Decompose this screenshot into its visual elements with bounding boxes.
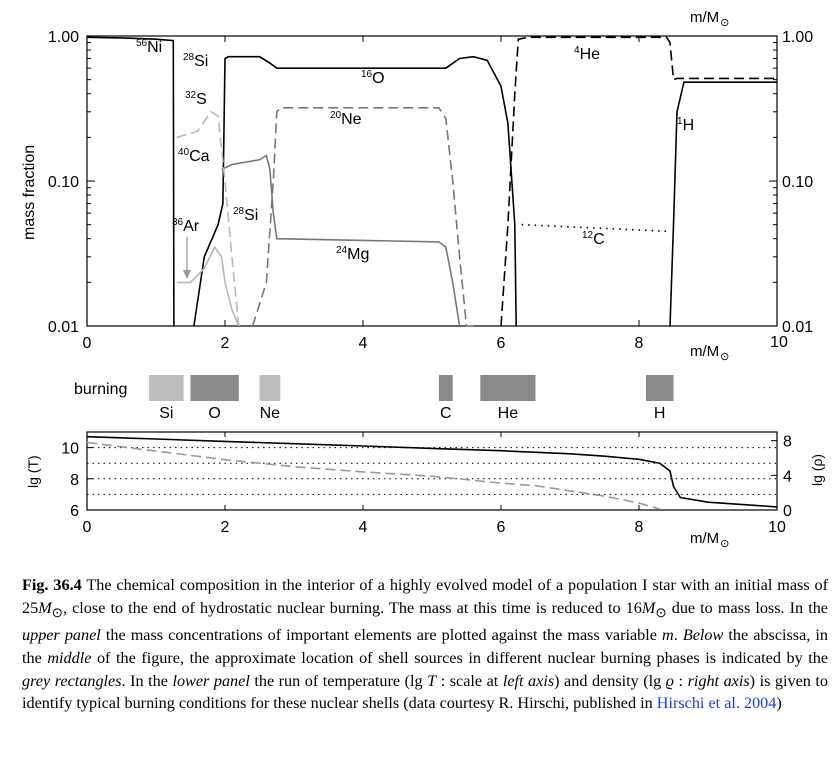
- x-tick-label: 4: [359, 335, 368, 352]
- burning-bar-c: [438, 375, 453, 401]
- lower-panel-series: [86, 435, 778, 510]
- x-tick-label: 2: [221, 519, 230, 536]
- burning-bar-label: C: [440, 405, 452, 422]
- upper-panel-ticks: 0 2 4 6 8 100.010.101.000.010.101.00: [48, 29, 813, 352]
- burning-bar-label: O: [208, 405, 220, 422]
- series-1h: [669, 81, 777, 327]
- y-tick-label-left: 0.10: [48, 174, 79, 191]
- element-label-24mg: 24Mg: [336, 245, 369, 263]
- series-lg-t: [86, 435, 778, 508]
- x-tick-label: 6: [497, 519, 506, 536]
- burning-bar-he: [480, 375, 536, 401]
- x-tick-label: 0: [83, 519, 92, 536]
- citation-link[interactable]: Hirschi et al. 2004: [656, 694, 777, 713]
- element-label-32s: 32S: [185, 90, 207, 108]
- burning-bar-label: Si: [159, 405, 173, 422]
- y-tick-label-right: 0.10: [782, 174, 813, 191]
- series-16o: [193, 55, 517, 327]
- series-24mg: [221, 154, 461, 327]
- series-32s: [176, 110, 240, 327]
- x-tick-label: 6: [497, 335, 506, 352]
- series-4he: [500, 36, 777, 327]
- element-label-4he: 4He: [574, 45, 600, 63]
- y-tick-label-left: 10: [61, 441, 79, 458]
- figure: 0 2 4 6 8 100.010.101.000.010.101.00 56Ni28Si…: [21, 9, 825, 550]
- element-label-16o: 16O: [361, 69, 385, 87]
- y-tick-label-left: 6: [70, 503, 79, 520]
- burning-bars: Si O Ne C He H: [149, 375, 674, 422]
- series-lg-rho: [86, 441, 660, 510]
- upper-panel-series: [86, 36, 777, 327]
- y-tick-label-left: 8: [70, 472, 79, 489]
- burning-bar-h: [645, 375, 674, 401]
- caption-fig-label: Fig. 36.4: [22, 576, 82, 594]
- x-tick-label: 10: [770, 334, 788, 351]
- element-label-20ne: 20Ne: [330, 110, 362, 128]
- y-tick-label-right: 1.00: [782, 29, 813, 46]
- element-label-40ca: 40Ca: [178, 147, 210, 165]
- element-label-1h: 1H: [677, 116, 694, 134]
- element-label-56ni: 56Ni: [136, 38, 162, 56]
- burning-label: burning: [74, 381, 127, 398]
- lower-left-axis-label: lg (T): [25, 455, 41, 488]
- lower-right-axis-label: lg (ρ): [809, 454, 825, 486]
- element-label-36ar: 36Ar: [172, 217, 200, 235]
- y-tick-label-right: 0.01: [782, 319, 813, 336]
- burning-bar-label: H: [654, 405, 666, 422]
- sun-symbol: ⊙: [720, 17, 729, 29]
- lower-panel-frame: [86, 431, 778, 511]
- burning-bar-ne: [259, 375, 281, 401]
- upper-x-axis-unit: m/M⊙: [690, 343, 729, 363]
- series-56ni: [86, 36, 175, 327]
- element-label-28si: 28Si: [233, 206, 258, 224]
- x-tick-label: 8: [635, 519, 644, 536]
- series-12c: [521, 223, 667, 233]
- x-tick-label: 8: [635, 335, 644, 352]
- x-tick-label: 10: [768, 519, 786, 536]
- series-20ne: [251, 107, 474, 327]
- series-28si: [176, 245, 240, 327]
- burning-bar-si: [149, 375, 184, 401]
- y-tick-label-left: 1.00: [48, 29, 79, 46]
- y-tick-label-right: 8: [783, 434, 792, 451]
- upper-panel-element-labels: 56Ni 28Si 32S 40Ca 36Ar 28Si 16O 20Ne 24Mg 4He 12C…: [136, 38, 694, 279]
- element-label-12c: 12C: [582, 230, 605, 248]
- x-tick-label: 4: [359, 519, 368, 536]
- top-axis-unit: m/M⊙: [690, 9, 729, 29]
- y-tick-label-right: 4: [783, 468, 792, 485]
- x-tick-label: 2: [221, 335, 230, 352]
- x-tick-label: 0: [83, 335, 92, 352]
- element-label-28si: 28Si: [183, 52, 208, 70]
- ar-arrow-head: [183, 270, 191, 279]
- burning-bar-label: He: [498, 405, 519, 422]
- left-axis-label: mass fraction: [21, 145, 38, 240]
- lower-x-axis-unit: m/M⊙: [690, 530, 729, 550]
- y-tick-label-left: 0.01: [48, 319, 79, 336]
- burning-bar-label: Ne: [260, 405, 281, 422]
- figure-caption: Fig. 36.4 The chemical composition in th…: [22, 576, 829, 713]
- y-tick-label-right: 0: [783, 503, 792, 520]
- burning-bar-o: [190, 375, 239, 401]
